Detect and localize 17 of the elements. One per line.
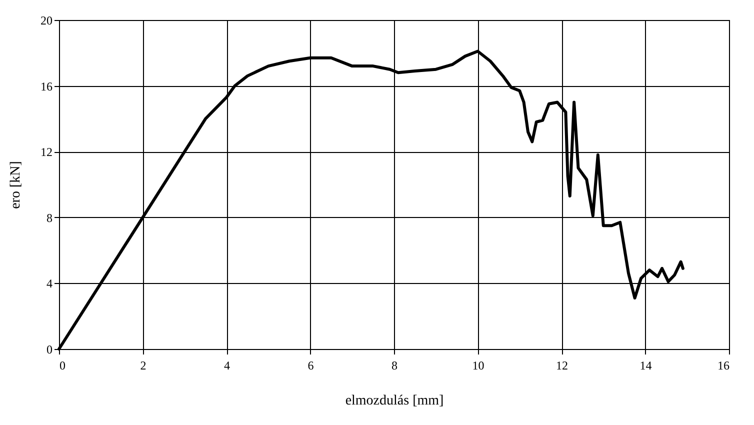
y-tick-label: 4: [46, 276, 52, 291]
y-tick-label: 12: [40, 145, 52, 160]
x-tick-label: 14: [640, 358, 652, 372]
y-tick-label: 16: [40, 79, 52, 94]
x-tick-label: 2: [140, 358, 146, 372]
x-tick-label: 10: [472, 358, 484, 372]
y-tick-label: 20: [40, 14, 52, 28]
y-axis-title: ero [kN]: [8, 161, 24, 209]
x-tick-label: 0: [60, 358, 66, 372]
x-tick-label: 4: [224, 358, 230, 372]
x-tick-label: 12: [556, 358, 568, 372]
x-axis-title: elmozdulás [mm]: [345, 394, 444, 408]
x-tick-label: 16: [718, 358, 730, 372]
x-tick-label: 8: [392, 358, 398, 372]
y-tick-label: 0: [46, 342, 52, 356]
y-tick-label: 8: [46, 210, 52, 225]
x-tick-label: 6: [308, 358, 314, 372]
